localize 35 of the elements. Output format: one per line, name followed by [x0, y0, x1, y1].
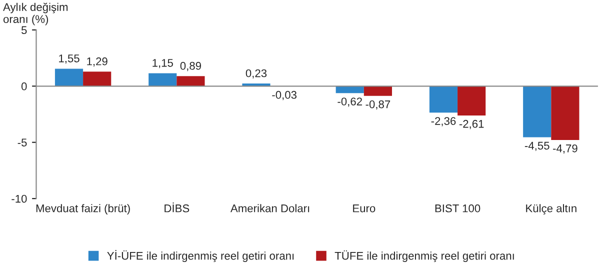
- data-label: 1,29: [87, 57, 108, 67]
- data-label: -0,62: [338, 98, 362, 107]
- y-tick-label: -10: [12, 194, 27, 203]
- y-axis-title: Aylık değişim oranı (%): [3, 2, 68, 26]
- bar: [523, 86, 552, 138]
- bar: [458, 86, 486, 116]
- data-label: 0,23: [246, 69, 267, 78]
- bar: [429, 86, 458, 113]
- x-tick-label: Amerikan Doları: [230, 204, 310, 212]
- bar: [551, 86, 580, 140]
- bar: [54, 68, 84, 86]
- x-tick-label: Külçe altın: [526, 204, 576, 215]
- y-tick-label: 0: [21, 82, 27, 90]
- data-label: -0,87: [366, 100, 390, 110]
- legend-label: TÜFE ile indirgenmiş reel getiri oranı: [334, 250, 514, 262]
- data-label: -2,61: [459, 120, 484, 130]
- x-tick-label: Euro: [353, 204, 376, 212]
- x-tick-label: Mevduat faizi (brüt): [36, 204, 130, 214]
- data-label: -2,36: [431, 117, 456, 126]
- bar: [336, 86, 364, 94]
- bar: [176, 76, 205, 86]
- data-label: 0,89: [180, 62, 201, 72]
- data-label: 1,55: [59, 54, 80, 64]
- bar: [364, 86, 392, 96]
- bar: [148, 73, 177, 86]
- x-tick-label: DİBS: [164, 202, 190, 212]
- y-tick-label: -5: [18, 138, 27, 146]
- bar: [83, 72, 112, 86]
- x-tick-label: BIST 100: [435, 204, 480, 212]
- legend-label: Yİ-ÜFE ile indirgenmiş reel getiri oranı: [107, 250, 294, 262]
- data-label: -0,03: [272, 90, 297, 100]
- data-label: 1,15: [152, 59, 173, 68]
- data-label: -4,79: [553, 144, 578, 154]
- data-label: -4,55: [524, 142, 550, 151]
- y-tick-label: 5: [21, 26, 27, 34]
